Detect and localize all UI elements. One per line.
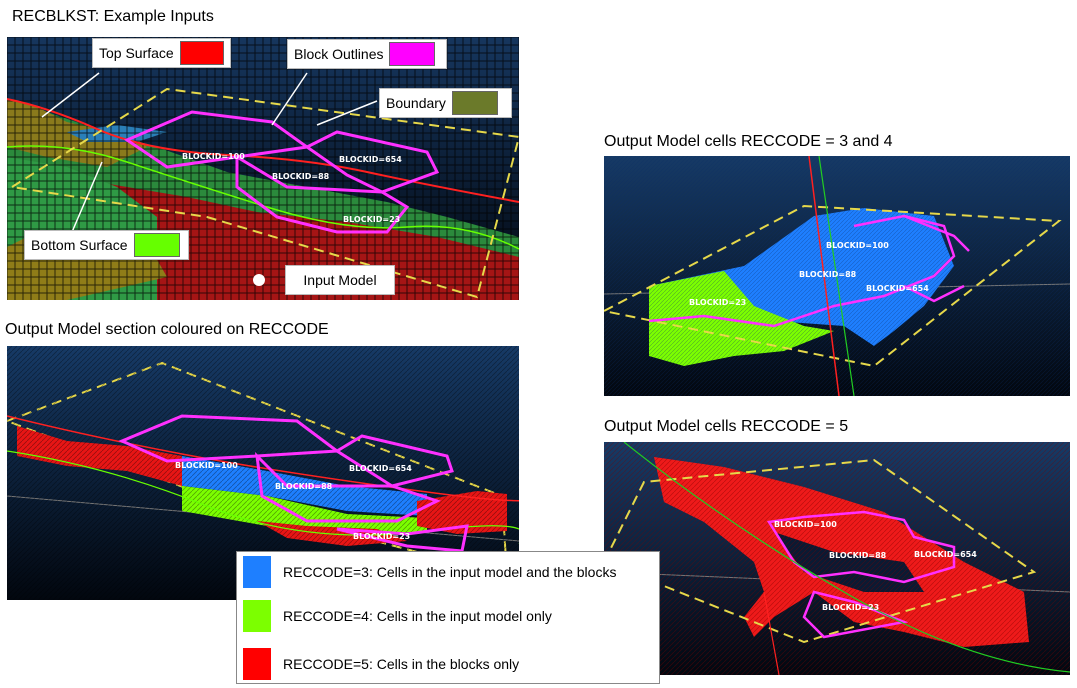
output34-boundary: [604, 204, 1062, 368]
drillhole-green: [818, 156, 855, 396]
legend-swatch-4: [243, 600, 271, 632]
output34-scene: BLOCKID=100 BLOCKID=88 BLOCKID=654 BLOCK…: [604, 156, 1070, 396]
input-model-marker: [253, 274, 265, 286]
section-label-100: BLOCKID=100: [175, 461, 238, 470]
bottom-surface-label: Bottom Surface: [31, 237, 128, 253]
block-outline-23: [235, 154, 410, 234]
output34-block-outlines: [648, 214, 970, 328]
reccode-legend: RECCODE=3: Cells in the input model and …: [236, 551, 660, 684]
output34-label-100: BLOCKID=100: [826, 241, 889, 250]
block-outline-654: [304, 130, 440, 194]
output5-green-line: [623, 442, 1070, 673]
block-outlines-swatch: [389, 42, 436, 66]
output5-label-100: BLOCKID=100: [774, 520, 837, 529]
output34-title: Output Model cells RECCODE = 3 and 4: [604, 133, 893, 150]
boundary-callout: Boundary: [379, 88, 512, 118]
legend-item-4: RECCODE=4: Cells in the input model only: [243, 600, 552, 632]
section-top-line: [7, 415, 519, 502]
legend-swatch-5: [243, 648, 271, 680]
boundary-label: Boundary: [386, 95, 446, 111]
output5-title: Output Model cells RECCODE = 5: [604, 418, 849, 435]
section-label-654: BLOCKID=654: [349, 464, 412, 473]
block-label-23: BLOCKID=23: [343, 215, 400, 224]
output5-label-23: BLOCKID=23: [822, 603, 879, 612]
block-label-654: BLOCKID=654: [339, 155, 402, 164]
inputs-scene: BLOCKID=100 BLOCKID=654 BLOCKID=88 BLOCK…: [7, 37, 519, 300]
input-model-label: Input Model: [303, 272, 377, 288]
legend-item-3: RECCODE=3: Cells in the input model and …: [243, 556, 616, 588]
legend-label-5: RECCODE=5: Cells in the blocks only: [283, 656, 520, 672]
legend-label-4: RECCODE=4: Cells in the input model only: [283, 608, 552, 624]
inputs-panel: BLOCKID=100 BLOCKID=654 BLOCKID=88 BLOCK…: [7, 37, 519, 300]
top-surface-label: Top Surface: [99, 45, 174, 61]
output5-scene: BLOCKID=100 BLOCKID=88 BLOCKID=654 BLOCK…: [604, 442, 1070, 675]
section-block-outlines: [118, 414, 469, 553]
output5-label-654: BLOCKID=654: [914, 550, 977, 559]
legend-label-3: RECCODE=3: Cells in the input model and …: [283, 564, 617, 580]
inputs-title: RECBLKST: Example Inputs: [12, 8, 214, 25]
output5-block-outlines: [766, 510, 956, 639]
boundary-leader: [316, 100, 378, 126]
block-label-88: BLOCKID=88: [272, 172, 330, 181]
input-model-callout: Input Model: [285, 265, 395, 295]
top-surface-leader: [41, 72, 100, 118]
output34-label-654: BLOCKID=654: [866, 284, 929, 293]
block-outlines-leader: [271, 72, 308, 126]
output34-panel: BLOCKID=100 BLOCKID=88 BLOCKID=654 BLOCK…: [604, 156, 1070, 396]
block-outlines-label: Block Outlines: [294, 46, 384, 62]
output34-label-88: BLOCKID=88: [799, 270, 857, 279]
top-surface-callout: Top Surface: [92, 38, 231, 68]
boundary-swatch: [451, 91, 498, 115]
section-bottom-line: [7, 450, 519, 544]
top-surface-swatch: [179, 41, 224, 65]
bottom-surface-callout: Bottom Surface: [24, 230, 189, 260]
block-label-100: BLOCKID=100: [182, 152, 245, 161]
section-label-88: BLOCKID=88: [275, 482, 333, 491]
legend-swatch-3: [243, 556, 271, 588]
bottom-surface-leader: [71, 161, 103, 233]
output34-label-23: BLOCKID=23: [689, 298, 746, 307]
block-outlines-callout: Block Outlines: [287, 39, 447, 69]
output5-panel: BLOCKID=100 BLOCKID=88 BLOCKID=654 BLOCK…: [604, 442, 1070, 675]
output5-label-88: BLOCKID=88: [829, 551, 887, 560]
section-title: Output Model section coloured on RECCODE: [5, 321, 329, 338]
boundary-outline: [9, 87, 519, 299]
legend-item-5: RECCODE=5: Cells in the blocks only: [243, 648, 519, 680]
bottom-surface-swatch: [133, 233, 180, 257]
section-label-23: BLOCKID=23: [353, 532, 410, 541]
output5-drillhole: [763, 591, 780, 675]
top-surface-line: [7, 98, 519, 203]
bottom-surface-line: [7, 145, 519, 250]
drillhole-red: [808, 156, 840, 396]
